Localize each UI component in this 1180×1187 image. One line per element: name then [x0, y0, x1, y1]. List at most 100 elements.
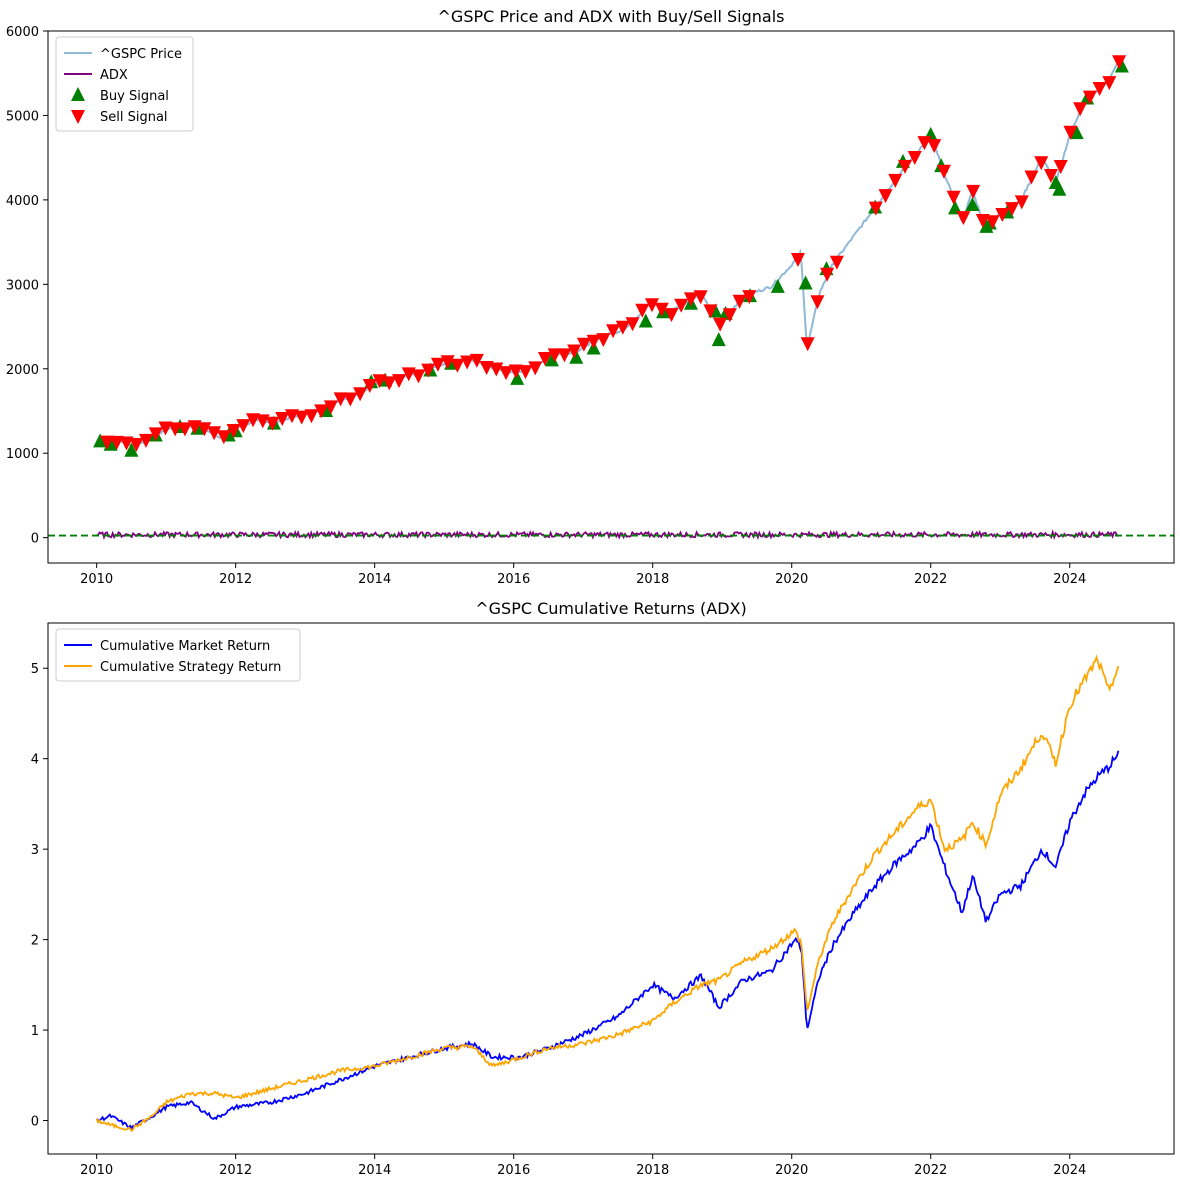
sell-signal-point: [314, 404, 329, 419]
sell-signal-point: [674, 298, 689, 313]
y-tick-label: 2000: [6, 363, 39, 378]
buy-signal-point: [948, 200, 963, 215]
returns-chart-title: ^GSPC Cumulative Returns (ADX): [475, 599, 747, 618]
sell-signal-point: [654, 302, 669, 317]
y-tick-label: 4000: [6, 194, 39, 209]
sell-signal-point: [450, 358, 465, 373]
x-tick-label: 2012: [219, 572, 252, 587]
sell-signal-point: [898, 159, 913, 174]
sell-signal-point: [606, 324, 621, 339]
sell-signal-point: [362, 379, 377, 394]
buy-signal-point: [544, 352, 559, 367]
sell-signal-point: [732, 294, 747, 309]
sell-signal-point: [1005, 202, 1020, 217]
sell-signal-point: [333, 392, 348, 407]
buy-signal-point: [124, 442, 139, 457]
x-tick-label: 2016: [497, 1163, 530, 1178]
x-tick-label: 2022: [914, 572, 947, 587]
y-tick-label: 1000: [6, 447, 39, 462]
plot-area: [48, 55, 1174, 540]
sell-signal-point: [1053, 159, 1068, 174]
x-tick-label: 2014: [358, 572, 391, 587]
sell-signal-point: [800, 337, 815, 352]
sell-signal-point: [508, 364, 523, 379]
sell-signal-point: [158, 421, 173, 436]
buy-signal-point: [510, 370, 525, 385]
sell-signal-point: [129, 437, 144, 452]
axes-frame: [47, 30, 1175, 564]
y-tick-label: 3: [31, 843, 39, 858]
sell-signal-point: [100, 435, 115, 450]
sell-signal-point: [275, 412, 290, 427]
sell-signal-point: [246, 413, 261, 428]
sell-signal-point: [1063, 125, 1078, 140]
sell-signal-point: [722, 308, 737, 323]
sell-signal-point: [323, 400, 338, 415]
sell-signal-point: [596, 333, 611, 348]
sell-signal-point: [421, 363, 436, 378]
sell-signal-point: [557, 348, 572, 363]
sell-signal-point: [119, 436, 134, 451]
sell-signal-point: [995, 208, 1010, 223]
buy-signal-point: [711, 332, 726, 347]
sell-signal-point: [1092, 81, 1107, 96]
price-adx-chart: ^GSPC Price and ADX with Buy/Sell Signal…: [6, 7, 1175, 587]
series-line-cumulative-market-return: [95, 750, 1120, 1130]
sell-signal-point: [226, 424, 241, 439]
sell-signal-point: [829, 255, 844, 270]
sell-signal-point: [790, 253, 805, 268]
sell-signal-point: [878, 189, 893, 204]
cumulative-returns-chart: ^GSPC Cumulative Returns (ADX) 2010 2012 2…: [31, 599, 1175, 1178]
sell-signal-point: [1082, 90, 1097, 105]
legend: Cumulative Market Return Cumulative Strat…: [55, 628, 301, 682]
sell-signal-point: [946, 190, 961, 205]
y-tick-label: 3000: [6, 278, 39, 293]
buy-signal-markers: [93, 58, 1129, 457]
sell-signal-point: [265, 416, 280, 431]
legend-sell-marker: [71, 110, 85, 124]
buy-signal-point: [93, 433, 108, 448]
buy-signal-point: [1052, 181, 1067, 196]
x-tick-label: 2010: [80, 572, 113, 587]
sell-signal-point: [615, 320, 630, 335]
sell-signal-point: [635, 303, 650, 318]
sell-signal-point: [664, 308, 679, 323]
buy-signal-point: [965, 196, 980, 211]
sell-signal-point: [625, 317, 640, 332]
sell-signal-point: [567, 344, 582, 359]
sell-signal-point: [576, 337, 591, 352]
axes-frame: [47, 622, 1175, 1155]
sell-signal-point: [343, 392, 358, 407]
sell-signal-point: [810, 295, 825, 310]
sell-signal-point: [353, 387, 368, 402]
buy-signal-point: [798, 275, 813, 290]
sell-signal-point: [430, 357, 445, 372]
legend-label: Sell Signal: [100, 110, 168, 125]
x-tick-label: 2018: [636, 1163, 669, 1178]
sell-signal-point: [216, 430, 231, 445]
legend-label: Cumulative Market Return: [100, 639, 270, 654]
sell-signal-point: [294, 410, 309, 425]
legend-buy-marker: [71, 87, 85, 101]
y-tick-label: 1: [31, 1024, 39, 1039]
sell-signal-point: [411, 369, 426, 384]
sell-signal-point: [148, 427, 163, 442]
sell-signal-point: [1073, 102, 1088, 117]
sell-signal-point: [499, 366, 514, 381]
sell-signal-point: [207, 426, 222, 441]
sell-signal-point: [1112, 55, 1127, 70]
legend-label: ADX: [100, 68, 128, 83]
sell-signal-point: [956, 211, 971, 226]
sell-signal-point: [645, 298, 660, 313]
x-tick-label: 2024: [1053, 1163, 1086, 1178]
series-line--gspc-price: [96, 60, 1120, 449]
sell-signal-point: [382, 376, 397, 391]
sell-signal-point: [936, 164, 951, 179]
sell-signal-point: [518, 365, 533, 380]
sell-signal-point: [868, 201, 883, 216]
y-tick-label: 0: [31, 1115, 39, 1130]
x-tick-label: 2024: [1053, 572, 1086, 587]
legend-label: ^GSPC Price: [100, 47, 182, 62]
